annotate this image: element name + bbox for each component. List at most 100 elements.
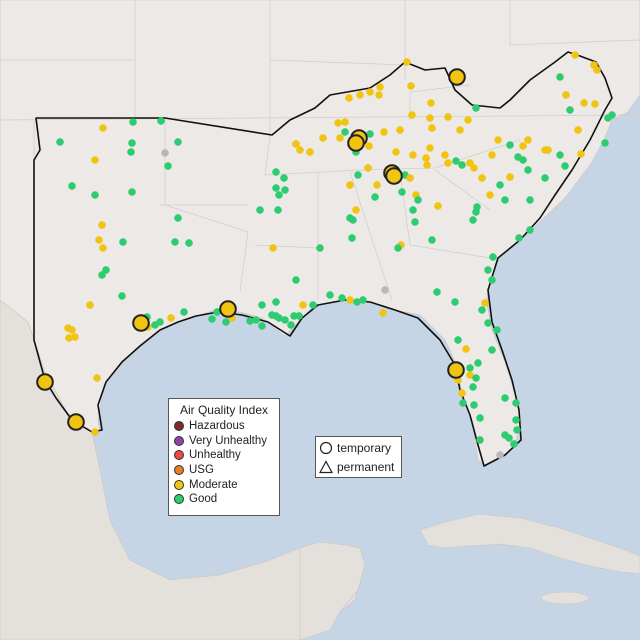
aqi-monitor-dot[interactable] <box>359 296 367 304</box>
aqi-monitor-dot[interactable] <box>524 166 532 174</box>
aqi-monitor-dot[interactable] <box>119 238 127 246</box>
aqi-monitor-dot[interactable] <box>466 159 474 167</box>
temporary-monitor-marker[interactable] <box>448 68 466 86</box>
aqi-monitor-dot[interactable] <box>272 168 280 176</box>
aqi-monitor-dot[interactable] <box>334 119 342 127</box>
aqi-monitor-dot[interactable] <box>427 99 435 107</box>
aqi-monitor-dot[interactable] <box>411 218 419 226</box>
aqi-monitor-dot[interactable] <box>346 296 354 304</box>
aqi-monitor-dot[interactable] <box>513 426 521 434</box>
aqi-monitor-dot[interactable] <box>287 321 295 329</box>
aqi-monitor-dot[interactable] <box>456 126 464 134</box>
aqi-monitor-dot[interactable] <box>365 142 373 150</box>
aqi-monitor-dot[interactable] <box>222 318 230 326</box>
aqi-monitor-dot[interactable] <box>593 66 601 74</box>
aqi-monitor-dot[interactable] <box>99 244 107 252</box>
aqi-monitor-dot[interactable] <box>269 244 277 252</box>
temporary-monitor-marker[interactable] <box>447 361 465 379</box>
aqi-monitor-dot[interactable] <box>167 314 175 322</box>
aqi-monitor-dot[interactable] <box>98 271 106 279</box>
aqi-monitor-dot[interactable] <box>452 157 460 165</box>
aqi-monitor-dot[interactable] <box>381 286 389 294</box>
aqi-monitor-dot[interactable] <box>93 374 101 382</box>
aqi-monitor-dot[interactable] <box>459 399 467 407</box>
aqi-monitor-dot[interactable] <box>519 156 527 164</box>
aqi-monitor-dot[interactable] <box>493 326 501 334</box>
aqi-monitor-dot[interactable] <box>319 134 327 142</box>
aqi-monitor-dot[interactable] <box>512 399 520 407</box>
aqi-monitor-dot[interactable] <box>488 276 496 284</box>
aqi-monitor-dot[interactable] <box>56 138 64 146</box>
aqi-monitor-dot[interactable] <box>472 374 480 382</box>
aqi-monitor-dot[interactable] <box>409 151 417 159</box>
aqi-monitor-dot[interactable] <box>556 151 564 159</box>
aqi-monitor-dot[interactable] <box>71 333 79 341</box>
aqi-monitor-dot[interactable] <box>423 161 431 169</box>
aqi-monitor-dot[interactable] <box>524 136 532 144</box>
aqi-monitor-dot[interactable] <box>258 322 266 330</box>
aqi-monitor-dot[interactable] <box>476 414 484 422</box>
aqi-monitor-dot[interactable] <box>95 236 103 244</box>
aqi-monitor-dot[interactable] <box>478 174 486 182</box>
aqi-monitor-dot[interactable] <box>441 151 449 159</box>
aqi-monitor-dot[interactable] <box>157 117 165 125</box>
aqi-monitor-dot[interactable] <box>128 139 136 147</box>
aqi-monitor-dot[interactable] <box>454 336 462 344</box>
aqi-monitor-dot[interactable] <box>466 364 474 372</box>
aqi-monitor-dot[interactable] <box>309 301 317 309</box>
aqi-monitor-dot[interactable] <box>346 181 354 189</box>
aqi-monitor-dot[interactable] <box>91 191 99 199</box>
aqi-monitor-dot[interactable] <box>376 83 384 91</box>
aqi-monitor-dot[interactable] <box>414 196 422 204</box>
aqi-monitor-dot[interactable] <box>526 196 534 204</box>
aqi-monitor-dot[interactable] <box>292 140 300 148</box>
aqi-monitor-dot[interactable] <box>556 73 564 81</box>
aqi-monitor-dot[interactable] <box>129 118 137 126</box>
aqi-monitor-dot[interactable] <box>506 141 514 149</box>
aqi-monitor-dot[interactable] <box>275 191 283 199</box>
aqi-monitor-dot[interactable] <box>348 234 356 242</box>
aqi-monitor-dot[interactable] <box>484 319 492 327</box>
aqi-monitor-dot[interactable] <box>496 451 504 459</box>
aqi-monitor-dot[interactable] <box>422 154 430 162</box>
aqi-monitor-dot[interactable] <box>341 128 349 136</box>
aqi-monitor-dot[interactable] <box>515 234 523 242</box>
aqi-monitor-dot[interactable] <box>118 292 126 300</box>
aqi-monitor-dot[interactable] <box>98 221 106 229</box>
aqi-monitor-dot[interactable] <box>407 82 415 90</box>
aqi-monitor-dot[interactable] <box>379 309 387 317</box>
aqi-monitor-dot[interactable] <box>86 301 94 309</box>
aqi-monitor-dot[interactable] <box>299 301 307 309</box>
aqi-monitor-dot[interactable] <box>345 94 353 102</box>
aqi-monitor-dot[interactable] <box>488 346 496 354</box>
aqi-monitor-dot[interactable] <box>458 389 466 397</box>
aqi-monitor-dot[interactable] <box>127 148 135 156</box>
aqi-monitor-dot[interactable] <box>174 138 182 146</box>
aqi-monitor-dot[interactable] <box>469 216 477 224</box>
aqi-monitor-dot[interactable] <box>306 148 314 156</box>
aqi-monitor-dot[interactable] <box>428 124 436 132</box>
temporary-monitor-marker[interactable] <box>219 300 237 318</box>
aqi-monitor-dot[interactable] <box>462 345 470 353</box>
aqi-monitor-dot[interactable] <box>478 306 486 314</box>
aqi-monitor-dot[interactable] <box>281 316 289 324</box>
aqi-monitor-dot[interactable] <box>171 238 179 246</box>
aqi-monitor-dot[interactable] <box>486 191 494 199</box>
aqi-monitor-dot[interactable] <box>481 299 489 307</box>
aqi-monitor-dot[interactable] <box>102 266 110 274</box>
aqi-monitor-dot[interactable] <box>510 440 518 448</box>
aqi-monitor-dot[interactable] <box>68 326 76 334</box>
aqi-monitor-dot[interactable] <box>68 182 76 190</box>
aqi-monitor-dot[interactable] <box>571 51 579 59</box>
aqi-monitor-dot[interactable] <box>292 276 300 284</box>
aqi-monitor-dot[interactable] <box>426 144 434 152</box>
aqi-monitor-dot[interactable] <box>91 428 99 436</box>
aqi-monitor-dot[interactable] <box>476 436 484 444</box>
aqi-monitor-dot[interactable] <box>274 206 282 214</box>
aqi-monitor-dot[interactable] <box>99 124 107 132</box>
aqi-monitor-dot[interactable] <box>512 416 520 424</box>
aqi-monitor-dot[interactable] <box>526 226 534 234</box>
aqi-monitor-dot[interactable] <box>336 134 344 142</box>
aqi-monitor-dot[interactable] <box>469 383 477 391</box>
aqi-monitor-dot[interactable] <box>296 146 304 154</box>
